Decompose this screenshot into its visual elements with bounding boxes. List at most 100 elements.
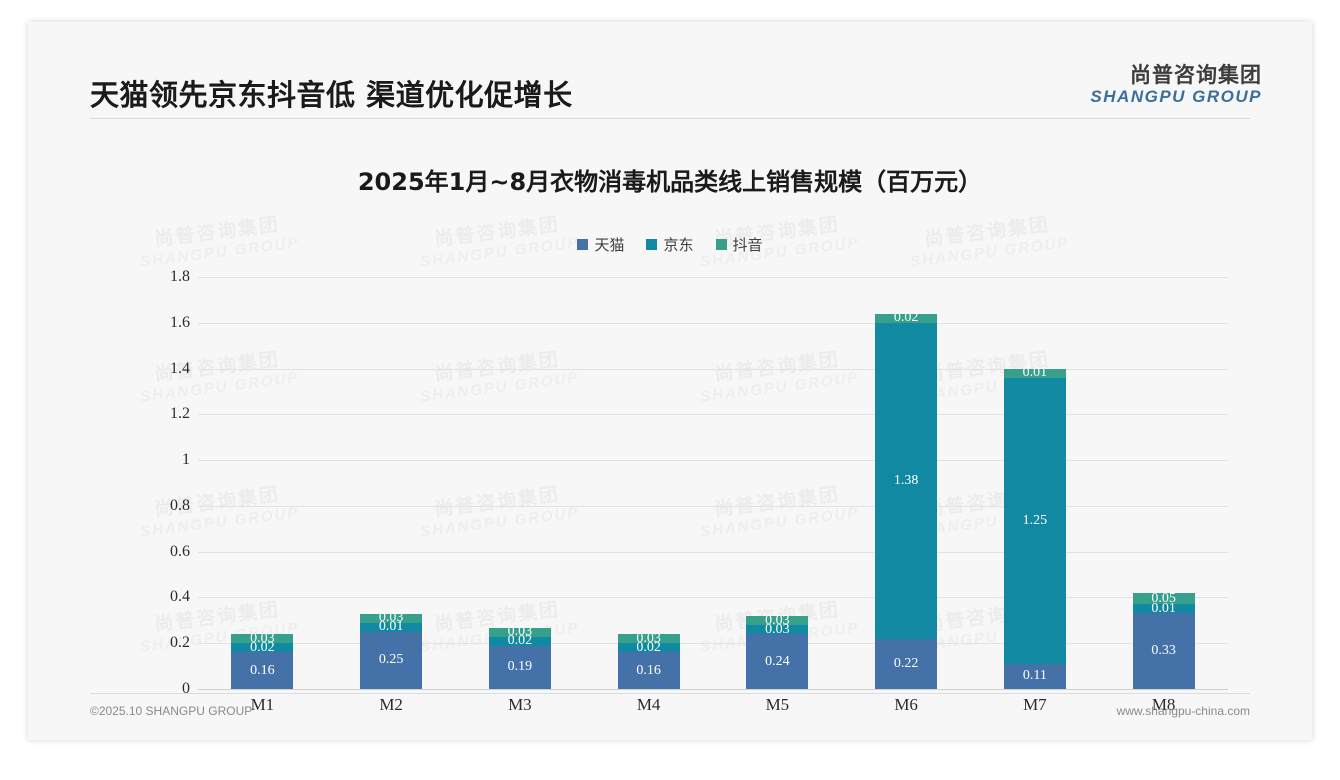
- footer-website: www.shangpu-china.com: [1116, 704, 1250, 718]
- slide-header: 天猫领先京东抖音低 渠道优化促增长 尚普咨询集团 SHANGPU GROUP: [28, 22, 1312, 119]
- bar-value-label: 0.19: [507, 659, 533, 675]
- gridline: [198, 505, 1228, 507]
- x-axis-tick-label: M2: [379, 695, 403, 714]
- y-axis-tick-label: 1.8: [170, 268, 190, 285]
- chart-legend: 天猫 京东 抖音: [28, 234, 1312, 255]
- legend-swatch-icon: [577, 239, 589, 250]
- x-axis-tick-label: M8: [1151, 695, 1176, 714]
- logo-chinese-text: 尚普咨询集团: [1130, 63, 1262, 87]
- bar-segment-天猫[interactable]: 0.33: [1132, 613, 1195, 689]
- bar-value-label: 0.05: [1151, 590, 1176, 606]
- y-axis-tick-label: 0.2: [170, 634, 190, 652]
- bar-segment-天猫[interactable]: 0.19: [488, 645, 551, 689]
- x-axis-tick-label: M6: [894, 695, 918, 714]
- x-axis-tick-label: M1: [250, 695, 275, 714]
- bar-column[interactable]: 0.03 0.01 0.25: [327, 277, 456, 689]
- bar-value-label: 0.25: [378, 652, 404, 668]
- y-axis-tick-label: 1.6: [170, 313, 190, 331]
- header-divider: [90, 118, 1250, 119]
- bar-value-label: 0.11: [1022, 668, 1047, 684]
- bar-value-label: 0.01: [1151, 600, 1176, 616]
- bar-segment-抖音[interactable]: 0.01: [1003, 365, 1066, 381]
- bar-segment-天猫[interactable]: 0.16: [617, 652, 680, 689]
- gridline: [198, 643, 1228, 645]
- gridline: [198, 551, 1228, 553]
- bar-segment-京东[interactable]: 1.38: [875, 322, 938, 639]
- bar-segment-天猫[interactable]: 0.25: [360, 631, 423, 689]
- y-axis-tick-label: 0.4: [170, 588, 190, 606]
- legend-item-天猫[interactable]: 天猫: [577, 234, 624, 255]
- footer-copyright: ©2025.10 SHANGPU GROUP: [90, 704, 253, 718]
- footer-divider: [90, 693, 1250, 694]
- bar-value-label: 0.16: [636, 662, 661, 678]
- page-title: 天猫领先京东抖音低 渠道优化促增长: [90, 78, 573, 112]
- stacked-bar[interactable]: 0.05 0.01 0.33: [1132, 590, 1195, 689]
- legend-swatch-icon: [646, 239, 658, 250]
- bar-segment-抖音[interactable]: 0.02: [875, 310, 938, 326]
- bar-segment-京东[interactable]: 1.25: [1003, 377, 1066, 664]
- bar-segment-抖音[interactable]: 0.03: [360, 611, 423, 625]
- bar-value-label: 0.33: [1151, 643, 1176, 659]
- bar-segment-抖音[interactable]: 0.05: [1132, 590, 1195, 606]
- bar-segment-抖音[interactable]: 0.03: [231, 630, 294, 646]
- bar-segment-抖音[interactable]: 0.03: [746, 613, 809, 627]
- y-axis-tick-label: 1.4: [170, 359, 190, 377]
- x-axis-tick-label: M5: [765, 695, 790, 714]
- bar-segment-抖音[interactable]: 0.03: [617, 631, 680, 645]
- bar-column[interactable]: 0.05 0.01 0.33: [1099, 277, 1228, 689]
- stacked-bar[interactable]: 0.03 0.01 0.25: [360, 611, 423, 689]
- bar-value-label: 0.02: [250, 639, 275, 655]
- stacked-bar[interactable]: 0.03 0.02 0.16: [231, 630, 294, 689]
- bar-value-label: 1.38: [893, 472, 919, 488]
- x-axis-tick-label: M7: [1023, 695, 1047, 714]
- bar-segment-京东[interactable]: 0.01: [1132, 600, 1195, 616]
- bar-segment-天猫[interactable]: 0.11: [1003, 663, 1066, 689]
- bar-value-label: 0.02: [893, 310, 919, 326]
- legend-label: 天猫: [594, 236, 625, 254]
- stacked-bar[interactable]: 0.02 1.38 0.22: [875, 310, 938, 689]
- bar-value-label: 0.24: [765, 653, 790, 669]
- legend-item-抖音[interactable]: 抖音: [715, 234, 763, 255]
- bar-value-label: 0.22: [893, 655, 919, 671]
- bar-column[interactable]: 0.03 0.02 0.16: [198, 277, 327, 689]
- bar-segment-京东[interactable]: 0.02: [617, 639, 680, 655]
- bar-value-label: 0.01: [1022, 365, 1048, 381]
- bar-column[interactable]: 0.02 1.38 0.22: [842, 277, 971, 689]
- bar-value-label: 0.03: [507, 624, 533, 640]
- bar-column[interactable]: 0.03 0.03 0.24: [713, 277, 842, 689]
- bar-segment-京东[interactable]: 0.03: [746, 621, 809, 637]
- legend-label: 抖音: [732, 236, 763, 254]
- stacked-bar[interactable]: 0.03 0.03 0.24: [746, 613, 809, 689]
- bar-segment-京东[interactable]: 0.01: [360, 619, 423, 635]
- stacked-bar[interactable]: 0.03 0.02 0.16: [617, 631, 680, 689]
- y-axis-tick-label: 0: [182, 680, 190, 697]
- brand-logo: 尚普咨询集团 SHANGPU GROUP: [1090, 64, 1262, 106]
- bar-value-label: 1.25: [1022, 512, 1048, 528]
- y-axis-tick-label: 1: [182, 451, 190, 469]
- bar-value-label: 0.16: [250, 662, 275, 678]
- bar-segment-天猫[interactable]: 0.24: [746, 634, 809, 689]
- bar-value-label: 0.03: [250, 630, 275, 646]
- bar-column[interactable]: 0.03 0.02 0.16: [584, 277, 713, 689]
- bar-column[interactable]: 0.01 1.25 0.11: [971, 277, 1100, 689]
- stacked-bar[interactable]: 0.01 1.25 0.11: [1003, 365, 1066, 689]
- gridline: [198, 368, 1228, 370]
- chart-plot-area: 0 0.2 0.4 0.6 0.8 1 1.2 1.4 1.6 1.8 0.03 0.02 0.16 0…: [168, 268, 1228, 714]
- bar-value-label: 0.02: [636, 639, 661, 655]
- bar-segment-天猫[interactable]: 0.22: [875, 638, 938, 689]
- gridline: [198, 460, 1228, 462]
- gridline: [198, 414, 1228, 416]
- bar-segment-京东[interactable]: 0.02: [488, 633, 551, 649]
- bar-column[interactable]: 0.03 0.02 0.19: [456, 277, 585, 689]
- gridline: [198, 597, 1228, 599]
- bar-value-label: 0.03: [765, 621, 790, 637]
- stacked-bar[interactable]: 0.03 0.02 0.19: [488, 624, 551, 689]
- bar-segment-抖音[interactable]: 0.03: [488, 624, 551, 640]
- legend-item-京东[interactable]: 京东: [646, 234, 694, 255]
- legend-label: 京东: [663, 236, 694, 254]
- bar-value-label: 0.02: [507, 633, 533, 649]
- bar-segment-天猫[interactable]: 0.16: [231, 652, 294, 689]
- bar-value-label: 0.01: [378, 619, 404, 635]
- x-axis-tick-label: M3: [508, 695, 532, 714]
- bar-segment-京东[interactable]: 0.02: [231, 639, 294, 655]
